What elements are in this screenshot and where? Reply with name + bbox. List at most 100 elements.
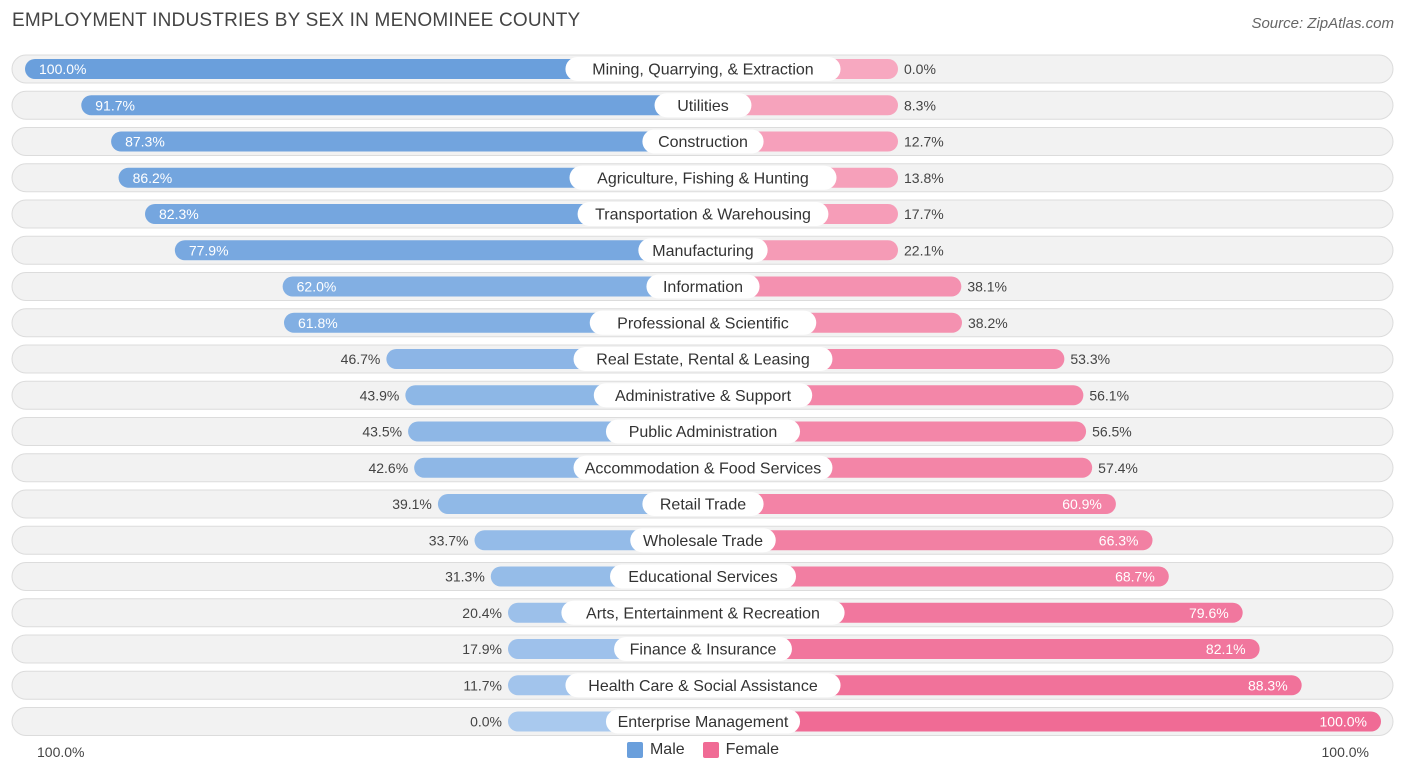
value-label-male: 11.7%: [463, 677, 502, 693]
category-label: Finance & Insurance: [630, 642, 777, 659]
category-pill: [605, 419, 801, 444]
legend-swatch-male: [626, 742, 643, 758]
category-pill: [565, 673, 841, 698]
source-label: Source: ZipAtlas.com: [1251, 15, 1394, 32]
category-pill: [642, 492, 764, 516]
value-label-female: 38.1%: [967, 279, 1007, 295]
bar-male[interactable]: [174, 240, 703, 261]
value-label-male: 100.0%: [39, 61, 86, 77]
value-label-male: 77.9%: [189, 242, 229, 258]
value-label-female: 12.7%: [904, 134, 944, 150]
bar-female[interactable]: [703, 711, 1381, 732]
category-pill: [573, 455, 833, 480]
row-15: Arts, Entertainment & Recreation 20.4% 79.…: [11, 598, 1394, 628]
row-10: Public Administration 43.5% 56.5%: [11, 417, 1394, 446]
legend-label-female: Female: [725, 741, 780, 758]
value-label-female: 60.9%: [1062, 496, 1102, 512]
value-label-female: 53.3%: [1070, 351, 1110, 367]
category-label: Retail Trade: [660, 497, 746, 514]
legend-item-female[interactable]: Female: [702, 741, 780, 759]
bar-male[interactable]: [282, 276, 703, 297]
value-label-female: 82.1%: [1206, 641, 1246, 657]
value-label-male: 31.3%: [445, 569, 485, 585]
bar-female[interactable]: [703, 566, 1169, 587]
value-label-male: 46.7%: [341, 351, 381, 367]
row-0: Mining, Quarrying, & Extraction 100.0% 0.0…: [11, 54, 1394, 84]
category-pill: [561, 600, 845, 625]
category-pill: [593, 383, 813, 408]
row-11: Accommodation & Food Services 42.6% 57.4%: [11, 453, 1394, 483]
category-label: Accommodation & Food Services: [585, 460, 822, 477]
value-label-female: 100.0%: [1320, 714, 1367, 730]
value-label-male: 82.3%: [159, 206, 199, 222]
row-14: Educational Services 31.3% 68.7%: [11, 562, 1394, 591]
category-label: Real Estate, Rental & Leasing: [596, 352, 809, 369]
category-label: Professional & Scientific: [617, 315, 789, 332]
value-label-male: 91.7%: [95, 97, 135, 113]
row-12: Retail Trade 39.1% 60.9%: [11, 489, 1394, 519]
bar-male[interactable]: [25, 59, 703, 79]
value-label-female: 0.0%: [904, 61, 936, 77]
value-label-female: 56.5%: [1092, 424, 1132, 440]
category-pill: [614, 637, 792, 661]
axis-left-label: 100.0%: [37, 744, 85, 760]
legend-item-male[interactable]: Male: [626, 741, 685, 759]
value-label-male: 33.7%: [429, 532, 469, 548]
value-label-male: 0.0%: [470, 714, 502, 730]
bar-female[interactable]: [703, 639, 1260, 659]
category-pill: [610, 564, 796, 589]
category-pill: [638, 238, 768, 263]
row-6: Information 62.0% 38.1%: [11, 272, 1394, 301]
value-label-female: 79.6%: [1189, 605, 1229, 621]
value-label-male: 20.4%: [462, 605, 502, 621]
value-label-male: 43.9%: [360, 387, 400, 403]
row-2: Construction 87.3% 12.7%: [11, 127, 1394, 156]
category-pill: [642, 129, 764, 154]
chart-area: Mining, Quarrying, & Extraction 100.0% 0.0…: [11, 54, 1394, 736]
bar-female[interactable]: [703, 494, 1116, 514]
value-label-female: 17.7%: [904, 206, 944, 222]
category-label: Health Care & Social Assistance: [588, 678, 818, 695]
category-pill: [646, 274, 760, 299]
bar-female[interactable]: [703, 95, 898, 116]
category-label: Public Administration: [629, 424, 778, 441]
category-label: Agriculture, Fishing & Hunting: [597, 170, 809, 187]
bar-male[interactable]: [145, 204, 704, 224]
value-label-female: 38.2%: [968, 315, 1008, 331]
row-3: Agriculture, Fishing & Hunting 86.2% 13.8%: [11, 163, 1394, 193]
value-label-male: 86.2%: [133, 170, 173, 186]
legend-label-male: Male: [649, 741, 685, 758]
bar-female[interactable]: [703, 530, 1153, 551]
value-label-female: 68.7%: [1115, 569, 1155, 585]
bar-female[interactable]: [703, 675, 1302, 696]
category-label: Administrative & Support: [615, 388, 792, 405]
row-4: Transportation & Warehousing 82.3% 17.7%: [11, 199, 1394, 229]
category-pill: [577, 202, 829, 226]
category-label: Wholesale Trade: [643, 533, 763, 550]
bar-male[interactable]: [81, 95, 704, 116]
bar-male[interactable]: [118, 167, 703, 188]
value-label-male: 42.6%: [368, 460, 408, 476]
bar-male[interactable]: [437, 494, 703, 514]
category-label: Educational Services: [628, 569, 777, 586]
row-16: Finance & Insurance 17.9% 82.1%: [11, 634, 1394, 664]
row-8: Real Estate, Rental & Leasing 46.7% 53.3%: [11, 344, 1394, 374]
category-label: Enterprise Management: [618, 714, 789, 731]
value-label-male: 62.0%: [297, 279, 337, 295]
category-label: Construction: [658, 134, 748, 151]
value-label-female: 56.1%: [1089, 387, 1129, 403]
row-13: Wholesale Trade 33.7% 66.3%: [11, 525, 1394, 555]
value-label-female: 66.3%: [1099, 532, 1139, 548]
row-1: Utilities 91.7% 8.3%: [11, 90, 1394, 120]
category-label: Manufacturing: [652, 243, 753, 260]
category-label: Arts, Entertainment & Recreation: [586, 605, 820, 622]
row-7: Professional & Scientific 61.8% 38.2%: [11, 308, 1394, 338]
bar-male[interactable]: [111, 131, 703, 152]
value-label-male: 61.8%: [298, 315, 338, 331]
bar-female[interactable]: [703, 276, 962, 297]
category-label: Mining, Quarrying, & Extraction: [592, 62, 813, 79]
value-label-female: 88.3%: [1248, 677, 1288, 693]
axis-right-label: 100.0%: [1321, 744, 1369, 760]
category-label: Information: [663, 279, 743, 296]
row-9: Administrative & Support 43.9% 56.1%: [11, 380, 1394, 410]
